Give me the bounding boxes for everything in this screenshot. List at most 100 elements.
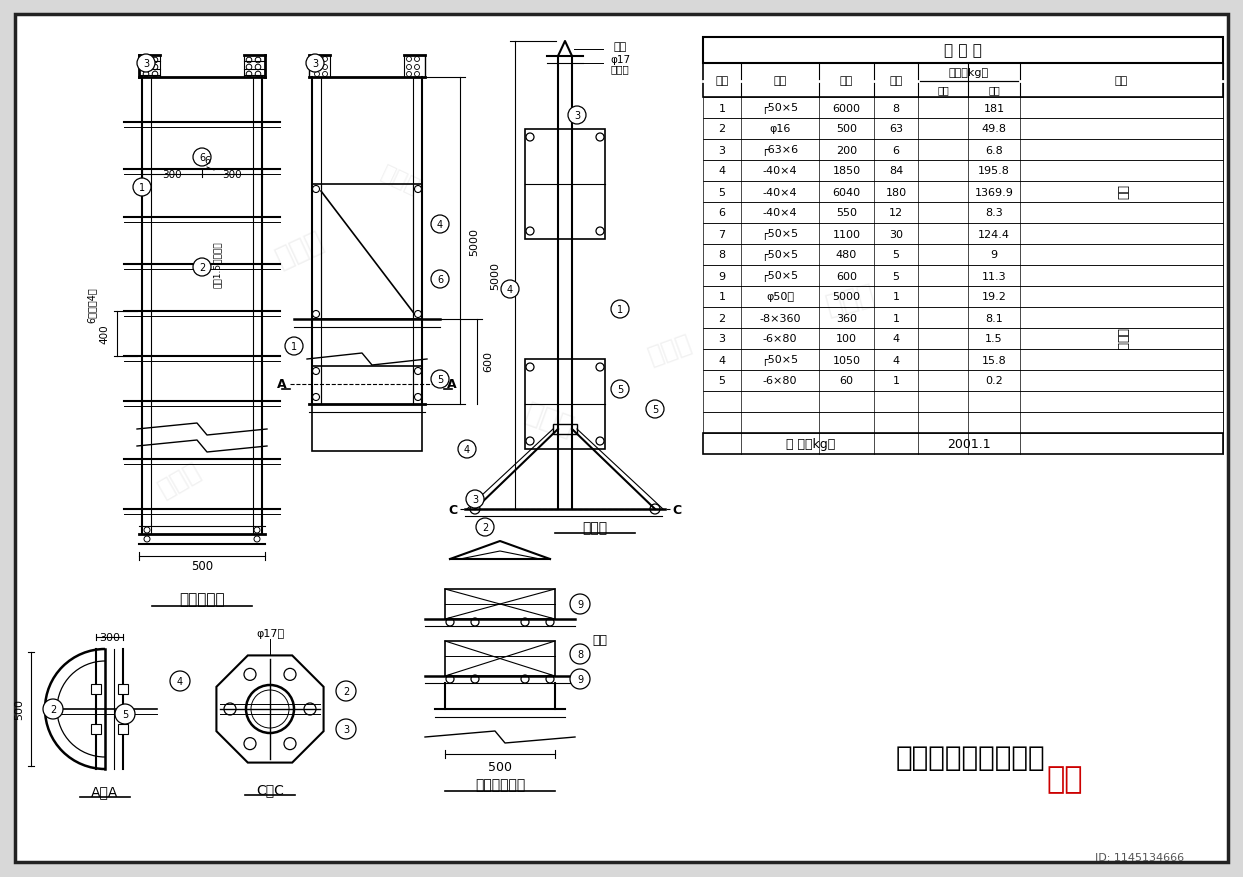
Text: 30: 30 xyxy=(889,229,902,239)
Text: ┌63×6: ┌63×6 xyxy=(762,145,798,156)
Text: 5: 5 xyxy=(718,376,726,386)
Circle shape xyxy=(285,338,303,355)
Text: 4: 4 xyxy=(438,220,443,230)
Text: 5: 5 xyxy=(617,384,623,395)
Text: -6×80: -6×80 xyxy=(763,334,797,344)
Text: 49.8: 49.8 xyxy=(982,125,1007,134)
Text: 6米爬梯4架: 6米爬梯4架 xyxy=(87,287,97,323)
Text: 2: 2 xyxy=(199,263,205,273)
Text: 知东网: 知东网 xyxy=(522,398,578,441)
Text: 200: 200 xyxy=(837,146,858,155)
Text: 300: 300 xyxy=(162,170,181,180)
Text: 5: 5 xyxy=(892,250,900,260)
Text: 编号: 编号 xyxy=(716,76,728,86)
Text: 4: 4 xyxy=(718,355,726,365)
Bar xyxy=(553,424,577,434)
Circle shape xyxy=(568,107,585,125)
Bar xyxy=(704,64,1223,98)
Text: 195.8: 195.8 xyxy=(978,167,1009,176)
Text: 8: 8 xyxy=(892,103,900,113)
Text: 4: 4 xyxy=(892,334,900,344)
Text: 6: 6 xyxy=(718,208,726,218)
Circle shape xyxy=(193,149,211,167)
Text: 360: 360 xyxy=(837,313,856,323)
Text: 1850: 1850 xyxy=(833,167,860,176)
Text: 1: 1 xyxy=(892,313,900,323)
Text: ┌50×5: ┌50×5 xyxy=(762,271,798,282)
Text: 一件: 一件 xyxy=(937,85,948,95)
Circle shape xyxy=(612,301,629,318)
Text: 9: 9 xyxy=(577,674,583,684)
Text: 11.3: 11.3 xyxy=(982,271,1007,282)
Text: 1: 1 xyxy=(892,292,900,303)
Circle shape xyxy=(431,271,449,289)
Text: 避雷针: 避雷针 xyxy=(583,520,608,534)
Text: 塔梯固定示意: 塔梯固定示意 xyxy=(475,777,525,791)
Bar xyxy=(704,38,1223,64)
Text: 1050: 1050 xyxy=(833,355,860,365)
Bar xyxy=(704,266,1223,287)
Text: 500: 500 xyxy=(191,560,213,573)
Text: 知东网: 知东网 xyxy=(154,458,205,501)
Text: -40×4: -40×4 xyxy=(763,188,797,197)
Text: 181: 181 xyxy=(983,103,1004,113)
Text: 6: 6 xyxy=(199,153,205,163)
Text: 2001.1: 2001.1 xyxy=(947,438,991,451)
Text: φ17孔: φ17孔 xyxy=(256,628,285,638)
Circle shape xyxy=(170,671,190,691)
Text: 塔尖: 塔尖 xyxy=(613,42,626,52)
Text: 4: 4 xyxy=(718,167,726,176)
Bar xyxy=(312,367,423,452)
Circle shape xyxy=(571,669,590,689)
Text: 间距1.5米设一架: 间距1.5米设一架 xyxy=(213,241,221,288)
Text: 3: 3 xyxy=(472,495,479,504)
Text: 5000: 5000 xyxy=(469,228,479,256)
Bar xyxy=(704,98,1223,119)
Text: 知东网: 知东网 xyxy=(271,226,328,273)
Text: ┌50×5: ┌50×5 xyxy=(762,229,798,239)
Text: 绑条孔: 绑条孔 xyxy=(610,64,629,74)
Text: 8: 8 xyxy=(718,250,726,260)
Text: 3: 3 xyxy=(312,59,318,69)
Text: 5: 5 xyxy=(718,188,726,197)
Text: -40×4: -40×4 xyxy=(763,167,797,176)
Text: 避雷针: 避雷针 xyxy=(1115,328,1127,350)
Circle shape xyxy=(466,490,484,509)
Text: 1.5: 1.5 xyxy=(986,334,1003,344)
Bar xyxy=(704,329,1223,350)
Circle shape xyxy=(476,518,493,537)
Text: 19.2: 19.2 xyxy=(982,292,1007,303)
Text: A－A: A－A xyxy=(91,784,118,798)
Text: C: C xyxy=(672,503,681,516)
Circle shape xyxy=(116,704,135,724)
Text: 1: 1 xyxy=(291,342,297,352)
Bar xyxy=(704,287,1223,308)
Text: 480: 480 xyxy=(835,250,858,260)
Bar xyxy=(704,433,1223,454)
Bar xyxy=(445,641,556,676)
Circle shape xyxy=(457,440,476,459)
Text: 1369.9: 1369.9 xyxy=(975,188,1013,197)
Bar xyxy=(118,684,128,695)
Circle shape xyxy=(306,55,324,73)
Text: 124.4: 124.4 xyxy=(978,229,1011,239)
Text: ┌50×5: ┌50×5 xyxy=(762,250,798,260)
Text: C－C: C－C xyxy=(256,782,283,796)
Text: 6000: 6000 xyxy=(833,103,860,113)
Text: 1: 1 xyxy=(892,376,900,386)
Text: 4: 4 xyxy=(464,445,470,454)
Text: 12: 12 xyxy=(889,208,904,218)
Text: 合 计（kg）: 合 计（kg） xyxy=(786,438,835,451)
Bar xyxy=(704,182,1223,203)
Circle shape xyxy=(501,281,520,299)
Circle shape xyxy=(44,699,63,719)
Bar xyxy=(704,160,1223,182)
Text: 塔梯、护圈: 塔梯、护圈 xyxy=(179,592,225,607)
Circle shape xyxy=(336,719,355,739)
Text: 知东: 知东 xyxy=(1047,765,1083,794)
Text: 6: 6 xyxy=(438,275,443,285)
Text: 0.2: 0.2 xyxy=(986,376,1003,386)
Text: 6.8: 6.8 xyxy=(986,146,1003,155)
Text: -6×80: -6×80 xyxy=(763,376,797,386)
Text: φ16: φ16 xyxy=(769,125,791,134)
